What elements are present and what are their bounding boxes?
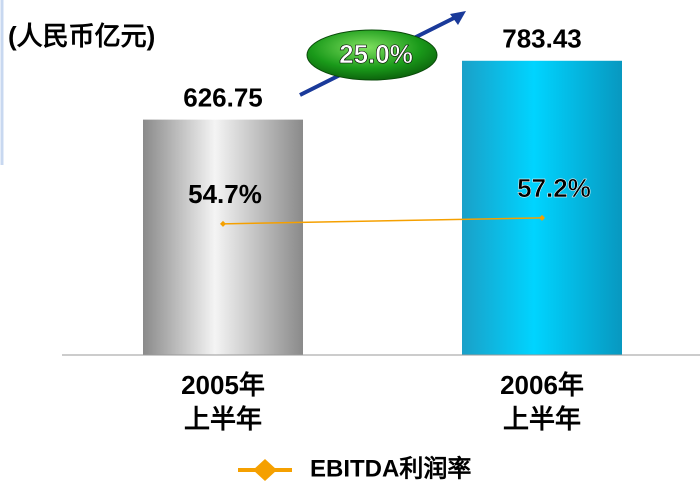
legend-marker (253, 459, 277, 481)
line-marker (220, 220, 226, 227)
x-tick-label: 2006年 上半年 (500, 370, 584, 434)
bar (143, 119, 303, 356)
line-value-label: 57.2% (517, 173, 591, 203)
line-marker (539, 214, 545, 221)
bar-value-label: 626.75 (183, 82, 263, 112)
growth-label: 25.0% (339, 39, 413, 69)
line (222, 217, 543, 225)
bar (462, 60, 622, 356)
line-value-label: 54.7% (188, 179, 262, 209)
x-tick-label: 2005年 上半年 (181, 370, 265, 434)
unit-label: (人民币亿元) (8, 21, 155, 51)
arrow-head (450, 11, 466, 25)
growth-badge (306, 29, 438, 81)
bar-value-label: 783.43 (502, 24, 582, 54)
legend-label: EBITDA利润率 (310, 454, 471, 482)
